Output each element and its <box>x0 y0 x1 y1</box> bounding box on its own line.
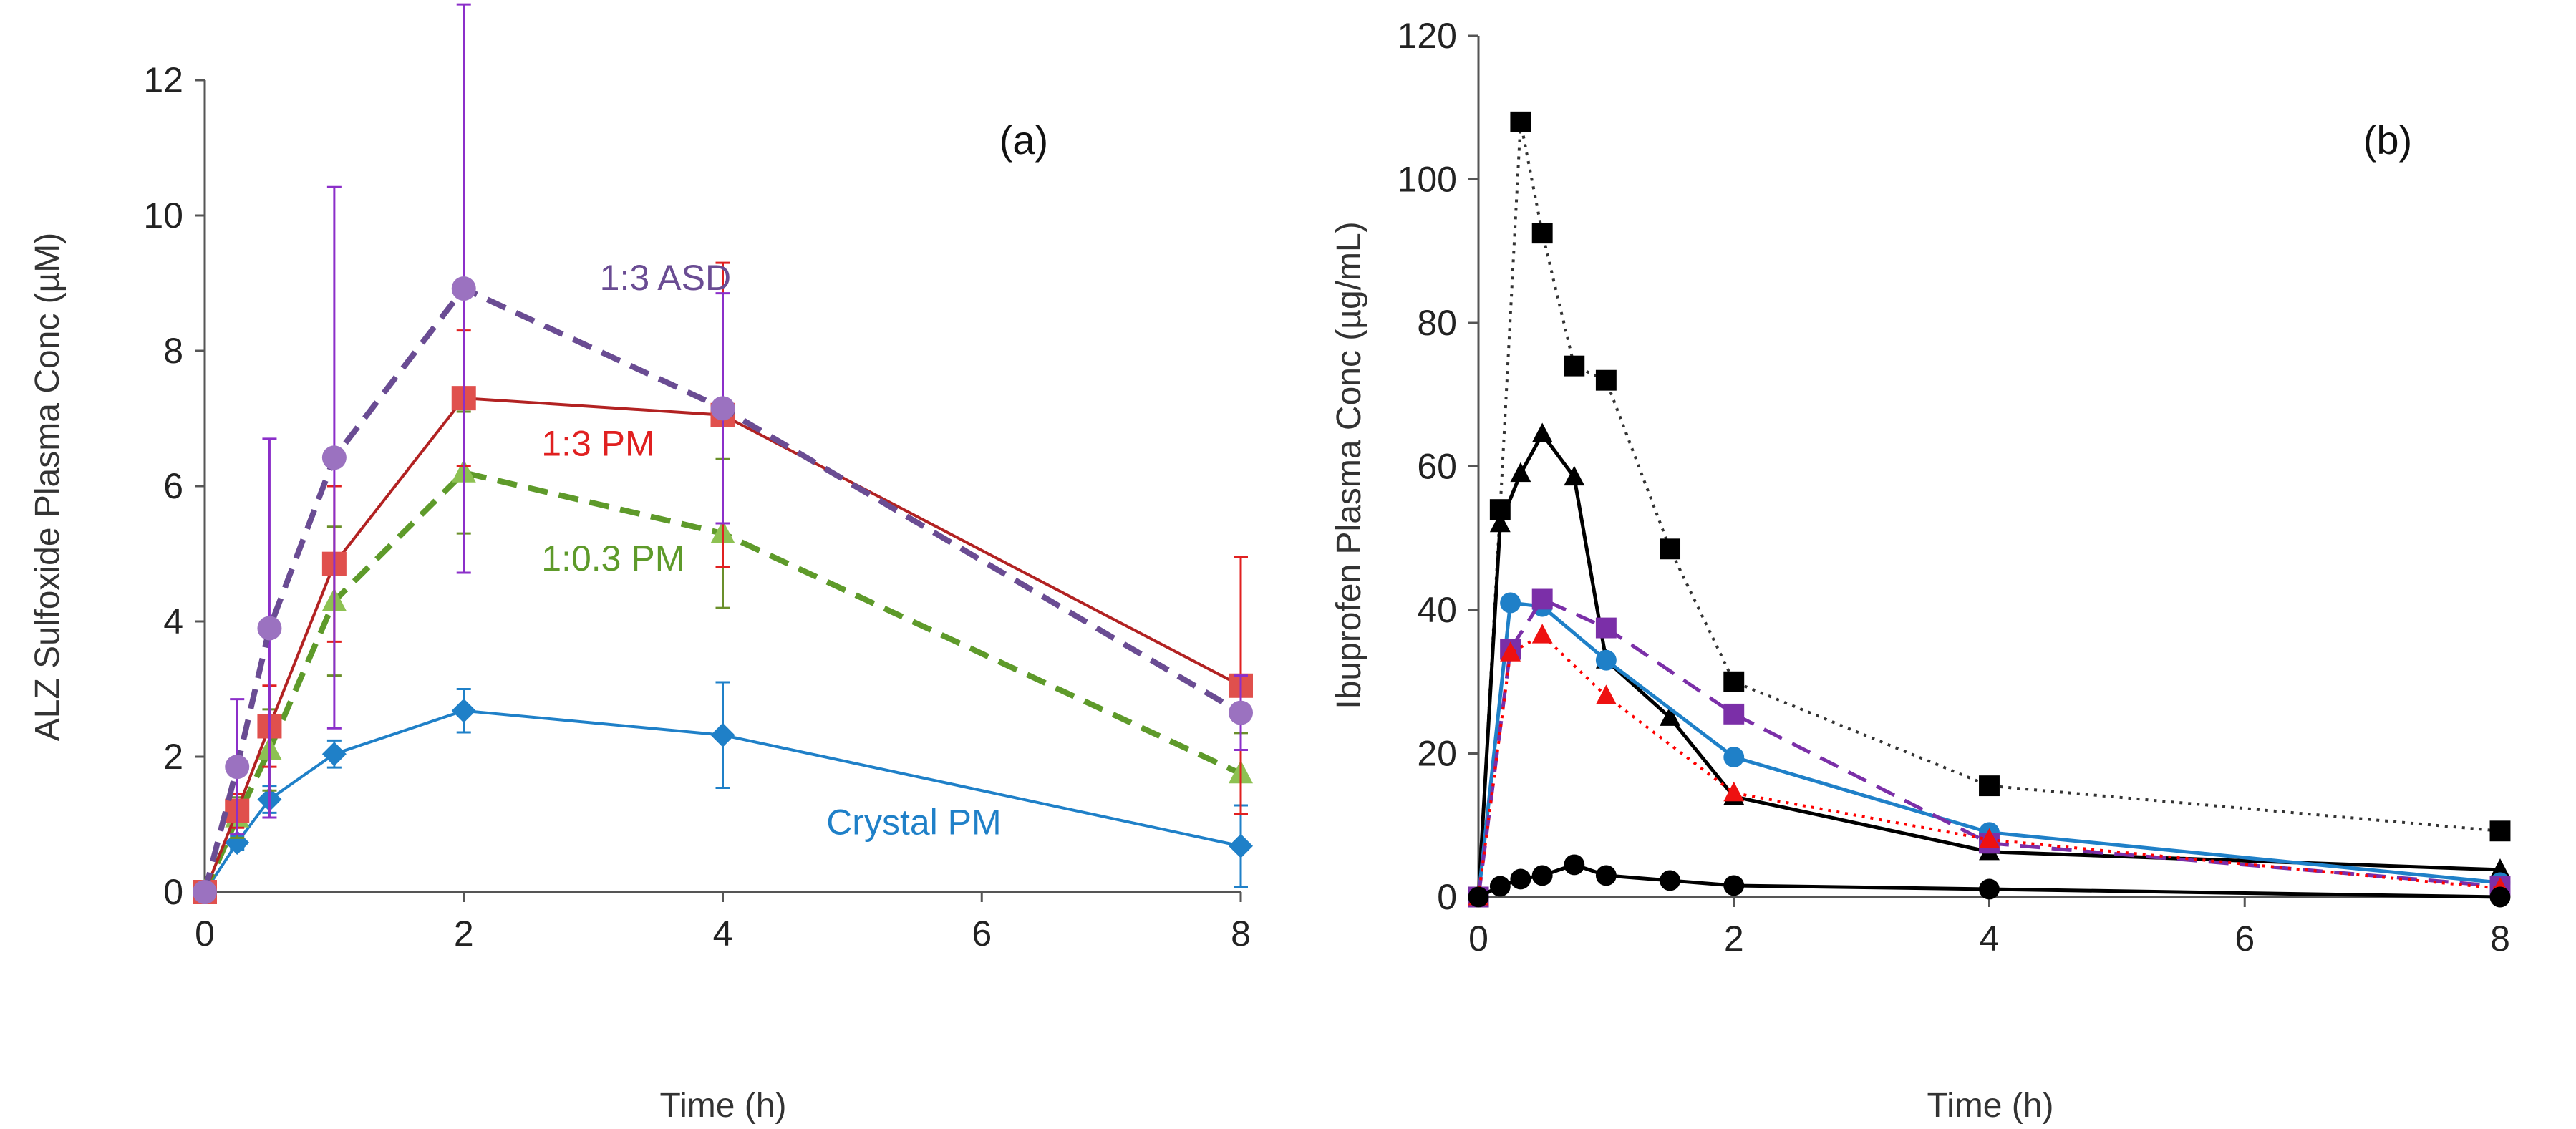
x-tick-label: 4 <box>713 914 733 954</box>
x-tick-label: 2 <box>454 914 474 954</box>
series-0 <box>1468 111 2511 908</box>
x-tick-label: 6 <box>972 914 992 954</box>
chart-b: (b) Time (h) Ibuprofen Plasma Conc (µg/m… <box>1330 16 2511 1125</box>
data-point <box>1660 870 1681 891</box>
series-label: 1:0.3 PM <box>541 538 684 578</box>
data-point <box>1595 369 1617 391</box>
y-tick-label: 40 <box>1417 590 1457 630</box>
data-point <box>1723 671 1745 692</box>
data-point <box>321 742 347 767</box>
data-point <box>1531 624 1553 644</box>
data-point <box>2489 820 2511 842</box>
y-tick-label: 0 <box>163 872 183 912</box>
data-point <box>1595 617 1617 639</box>
data-point <box>1723 703 1745 725</box>
x-tick-label: 0 <box>195 914 215 954</box>
data-point <box>710 722 735 747</box>
data-point <box>1510 462 1531 483</box>
data-point <box>1531 588 1553 610</box>
data-point <box>1595 684 1617 704</box>
y-tick-label: 80 <box>1417 303 1457 343</box>
y-axis-label-a: ALZ Sulfoxide Plasma Conc (µM) <box>29 233 67 742</box>
y-tick-label: 60 <box>1417 447 1457 487</box>
x-tick-label: 6 <box>2234 919 2255 959</box>
series-label: Crystal PM <box>826 803 1001 843</box>
y-tick-label: 10 <box>143 195 183 236</box>
panel-label-b: (b) <box>2363 117 2412 163</box>
x-tick-label: 0 <box>1468 919 1488 959</box>
data-point <box>1468 886 1489 908</box>
y-tick-label: 100 <box>1398 160 1457 200</box>
y-tick-label: 20 <box>1417 734 1457 774</box>
series-label: 1:3 ASD <box>600 258 731 298</box>
y-axis-label-b: Ibuprofen Plasma Conc (µg/mL) <box>1330 221 1368 709</box>
x-axis-label-b: Time (h) <box>1927 1087 2054 1125</box>
data-point <box>1531 422 1553 442</box>
data-point <box>225 830 250 856</box>
data-point <box>1489 876 1511 897</box>
data-point <box>451 276 476 301</box>
series-5 <box>1468 854 2511 908</box>
data-point <box>1531 223 1553 244</box>
data-point <box>1723 875 1745 896</box>
data-point <box>257 616 282 641</box>
data-point <box>1595 865 1617 886</box>
series-line <box>1476 430 2501 898</box>
series-crystal-pm: Crystal PM <box>193 681 1253 904</box>
y-tick-label: 120 <box>1398 16 1457 56</box>
data-point <box>1595 649 1617 671</box>
data-point <box>1531 865 1553 886</box>
data-point <box>1660 538 1681 560</box>
data-point <box>1500 641 1521 662</box>
data-point <box>1229 700 1253 725</box>
y-tick-label: 0 <box>1437 877 1457 917</box>
data-point <box>1723 781 1745 802</box>
data-point <box>1564 465 1585 486</box>
data-point <box>1229 833 1253 858</box>
data-point <box>1723 747 1745 767</box>
data-point <box>1979 775 2000 797</box>
data-point <box>1979 828 2000 848</box>
data-point <box>321 445 347 470</box>
y-tick-label: 6 <box>163 466 183 506</box>
data-point <box>1564 355 1585 377</box>
data-point <box>451 698 476 723</box>
series-2 <box>1468 592 2511 908</box>
series-line <box>1477 863 2501 899</box>
chart-a: (a) Time (h) ALZ Sulfoxide Plasma Conc (… <box>29 3 1253 1125</box>
data-point <box>710 396 735 421</box>
data-point <box>2489 886 2511 908</box>
data-point <box>225 755 250 780</box>
data-point <box>1979 878 2000 900</box>
data-point <box>193 880 217 904</box>
y-tick-label: 4 <box>163 601 183 641</box>
data-point <box>1489 512 1511 533</box>
y-tick-label: 12 <box>143 60 183 100</box>
x-tick-label: 4 <box>1980 919 2000 959</box>
data-point <box>1500 592 1521 614</box>
data-point <box>1564 854 1585 876</box>
data-point <box>1660 706 1681 726</box>
x-tick-label: 8 <box>2490 919 2510 959</box>
x-tick-label: 2 <box>1724 919 1744 959</box>
data-point <box>1510 111 1531 132</box>
y-tick-label: 2 <box>163 737 183 777</box>
y-tick-label: 8 <box>163 331 183 371</box>
x-tick-label: 8 <box>1231 914 1251 954</box>
data-point <box>1510 868 1531 890</box>
series-1-3-asd: 1:3 ASD <box>193 3 1253 904</box>
panel-label-a: (a) <box>999 117 1048 163</box>
series-label: 1:3 PM <box>541 423 654 463</box>
data-point <box>2489 858 2511 878</box>
x-axis-label-a: Time (h) <box>660 1087 787 1125</box>
